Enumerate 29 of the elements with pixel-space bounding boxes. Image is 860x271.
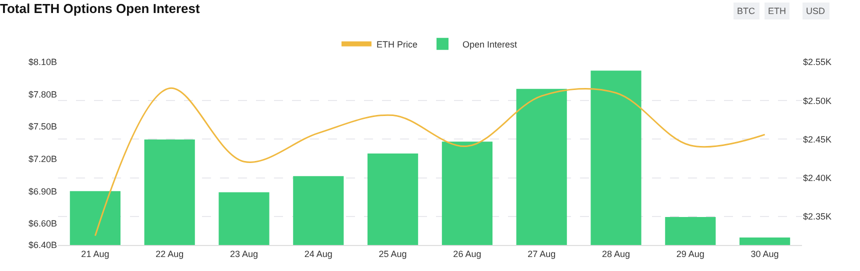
y2-tick-label: $2.50K xyxy=(803,96,832,106)
y-tick-label: $6.60B xyxy=(28,218,57,229)
x-tick-label: 27 Aug xyxy=(528,248,556,259)
x-tick-label: 26 Aug xyxy=(453,248,482,259)
y2-tick-label: $2.40K xyxy=(803,172,832,183)
y-tick-label: $6.90B xyxy=(28,186,57,196)
x-tick-label: 30 Aug xyxy=(750,248,779,259)
y-tick-label: $7.80B xyxy=(28,89,57,100)
y-tick-label: $7.50B xyxy=(28,122,57,132)
y2-tick-label: $2.35K xyxy=(803,212,832,222)
line-series xyxy=(94,88,766,236)
x-tick-label: 22 Aug xyxy=(156,248,184,259)
x-tick-label: 23 Aug xyxy=(230,248,258,259)
chart-title: Total ETH Options Open Interest xyxy=(0,1,200,16)
text: ETH xyxy=(768,6,786,16)
x-tick-label: 25 Aug xyxy=(378,248,407,259)
y2-tick-label: $2.45K xyxy=(803,134,832,144)
x-tick-label: 21 Aug xyxy=(81,248,110,259)
legend-label: Open Interest xyxy=(462,39,518,50)
legend-label: ETH Price xyxy=(376,39,418,50)
x-tick-label: 24 Aug xyxy=(304,248,332,259)
y2-tick-label: $2.55K xyxy=(803,57,832,68)
x-tick-label: 29 Aug xyxy=(676,248,704,259)
x-tick-label: 28 Aug xyxy=(602,248,630,259)
y-tick-label: $6.40B xyxy=(28,240,57,250)
text: BTC xyxy=(737,6,756,16)
y-tick-label: $8.10B xyxy=(28,57,57,68)
text: USD xyxy=(806,6,826,16)
y-tick-label: $7.20B xyxy=(28,154,57,164)
